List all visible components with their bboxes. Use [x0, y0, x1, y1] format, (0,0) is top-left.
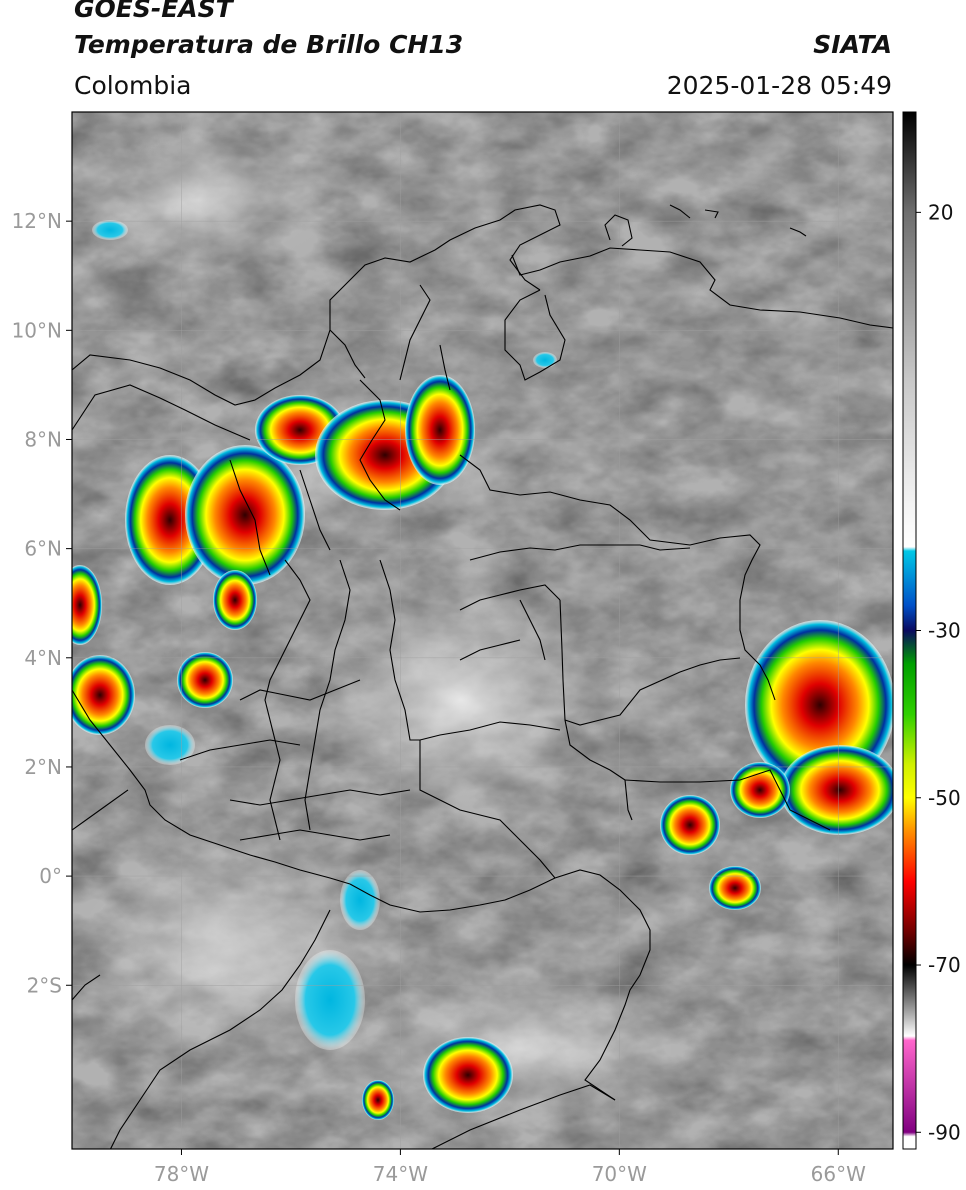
- map-imagery: [72, 112, 893, 1149]
- lat-tick-label: 6°N: [24, 537, 62, 561]
- colorbar-tick-label: -50: [928, 786, 961, 810]
- map-graticule: [72, 112, 893, 1149]
- longitude-tick-labels: 78°W 74°W 70°W 66°W: [154, 1149, 866, 1186]
- lat-tick-label: 2°S: [27, 973, 62, 997]
- lon-tick-label: 78°W: [154, 1162, 209, 1186]
- agency-label: SIATA: [813, 30, 892, 59]
- convective-storm-areas: [72, 220, 893, 1120]
- lat-tick-label: 10°N: [12, 318, 62, 342]
- temperature-colorbar: [902, 111, 917, 1150]
- timestamp-label: 2025-01-28 05:49: [666, 71, 892, 100]
- colorbar-tick-label: -30: [928, 619, 961, 643]
- lon-tick-label: 74°W: [373, 1162, 428, 1186]
- region-label: Colombia: [74, 71, 192, 100]
- lat-tick-label: 8°N: [24, 427, 62, 451]
- colorbar-tick-label: 20: [928, 200, 953, 224]
- lon-tick-label: 66°W: [811, 1162, 866, 1186]
- borders-and-coastlines: [72, 204, 893, 1149]
- lat-tick-label: 4°N: [24, 646, 62, 670]
- map-frame: [71, 111, 894, 1150]
- colorbar-tick-labels: 20 -30 -50 -70 -90: [916, 200, 961, 1144]
- colorbar-tick-label: -90: [928, 1120, 961, 1144]
- satellite-title: GOES-EAST: [74, 0, 233, 23]
- colorbar-tick-label: -70: [928, 953, 961, 977]
- latitude-tick-labels: 12°N 10°N 8°N 6°N 4°N 2°N 0° 2°S: [12, 209, 72, 997]
- lat-tick-label: 12°N: [12, 209, 62, 233]
- product-title: Temperatura de Brillo CH13: [74, 30, 464, 59]
- lat-tick-label: 2°N: [24, 755, 62, 779]
- lon-tick-label: 70°W: [592, 1162, 647, 1186]
- lat-tick-label: 0°: [39, 864, 62, 888]
